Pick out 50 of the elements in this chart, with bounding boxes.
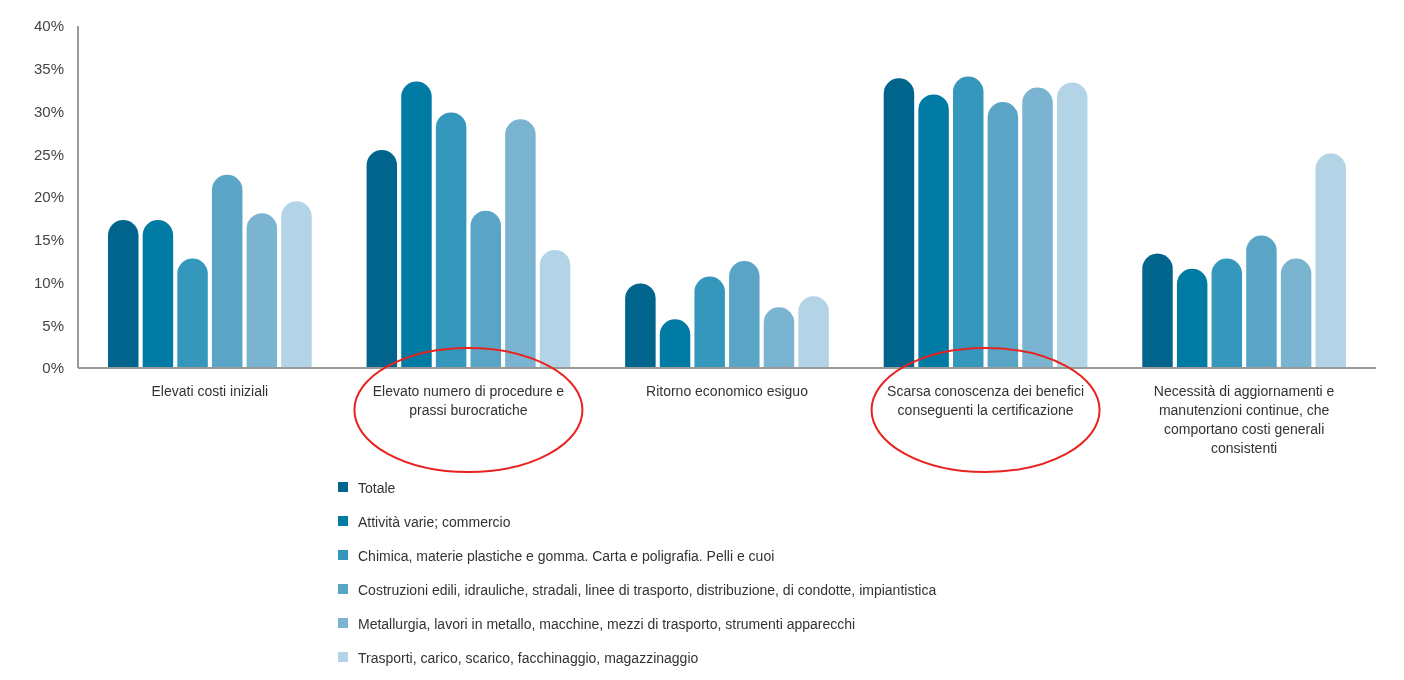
bar <box>505 119 536 368</box>
bar <box>1280 258 1312 368</box>
bar <box>246 213 278 368</box>
y-tick-label: 25% <box>33 145 64 163</box>
x-tick-label: Scarsa conoscenza dei benefici conseguenti la certificazione <box>887 383 1085 418</box>
x-tick-label: Ritorno economico esiguo <box>646 383 809 399</box>
bar <box>211 174 243 368</box>
y-tick-label: 0% <box>42 359 64 377</box>
y-tick-label: 35% <box>33 60 64 77</box>
legend-label: Chimica, materie plastiche e gomma. Carta e poligrafia. Pelli e cuoi <box>358 547 775 564</box>
bar <box>470 210 501 368</box>
bar <box>1176 268 1208 368</box>
bar <box>798 296 829 368</box>
bar <box>1315 153 1346 368</box>
x-tick-label: Necessità di aggiornamenti e manutenzioni continue, che comportano costi generali consistenti <box>1153 383 1335 456</box>
bar <box>1246 235 1277 368</box>
bar <box>435 112 467 368</box>
bar <box>401 81 432 368</box>
legend-label: Costruzioni edili, idrauliche, stradali, linee di trasporto, distribuzione, di condotte, impiantistica <box>358 581 937 598</box>
legend-label: Totale <box>358 479 396 496</box>
y-tick-label: 40% <box>33 17 64 35</box>
bar <box>539 250 571 368</box>
bar <box>142 220 174 368</box>
y-tick-label: 10% <box>33 273 64 291</box>
bar <box>659 319 691 368</box>
bar <box>625 283 656 368</box>
bar <box>918 94 949 368</box>
y-tick-label: 30% <box>33 102 64 120</box>
legend-label: Metallurgia, lavori in metallo, macchine, mezzi di trasporto, strumenti apparecchi <box>358 615 856 632</box>
bar <box>953 76 984 368</box>
x-tick-label: Elevati costi iniziali <box>151 383 269 399</box>
bar <box>366 150 398 368</box>
y-tick-label: 15% <box>33 231 64 248</box>
bar <box>177 258 208 368</box>
legend-label: Attività varie; commercio <box>358 513 511 530</box>
bar <box>281 201 312 368</box>
bar <box>883 78 915 368</box>
y-tick-label: 5% <box>42 316 64 334</box>
bar <box>987 102 1019 368</box>
legend-label: Trasporti, carico, scarico, facchinaggio, magazzinaggio <box>358 649 699 666</box>
bar <box>108 220 139 368</box>
x-tick-label: Elevato numero di procedure e prassi burocratiche <box>372 383 565 418</box>
bar <box>729 261 760 368</box>
bar <box>1022 87 1053 368</box>
bar <box>694 276 725 368</box>
bar <box>1056 82 1088 368</box>
bar <box>1211 258 1243 368</box>
bar <box>1142 253 1173 368</box>
y-tick-label: 20% <box>33 188 64 206</box>
bar <box>763 307 795 368</box>
